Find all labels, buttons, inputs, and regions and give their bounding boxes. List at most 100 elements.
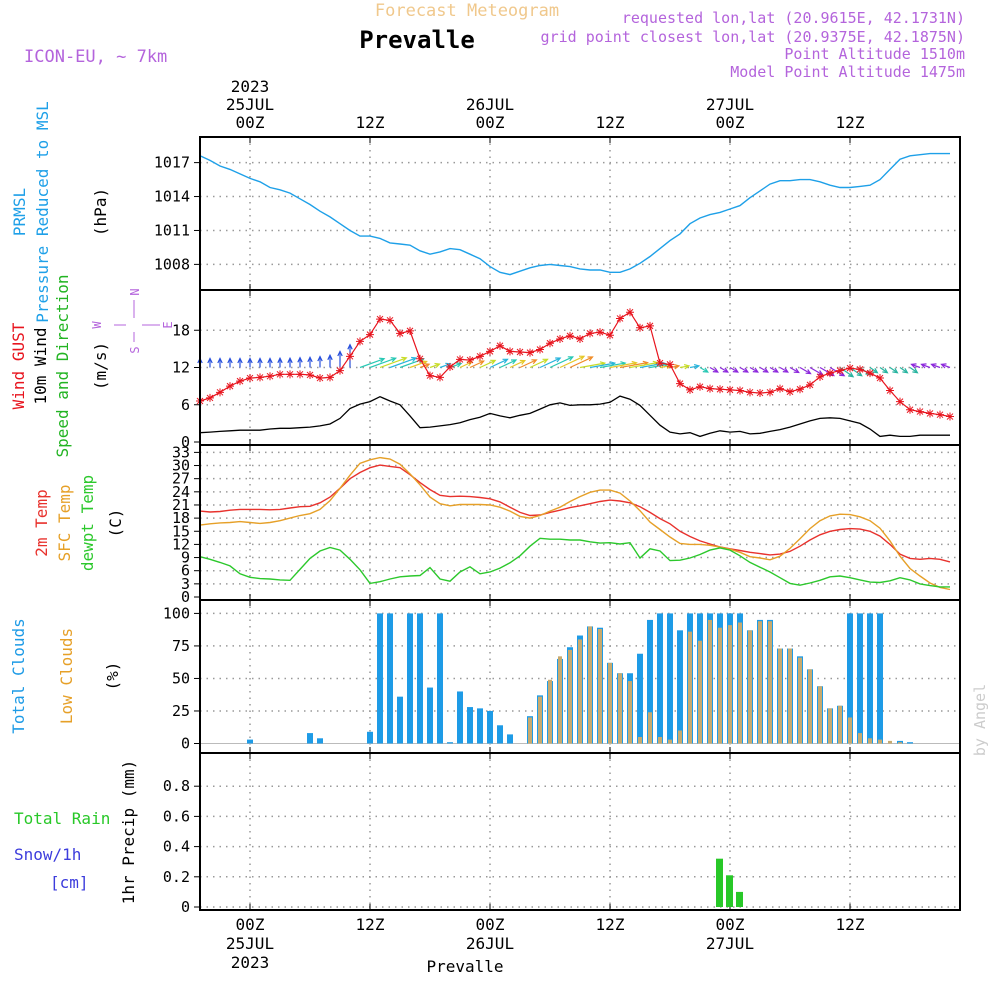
wind-arrow: [519, 359, 537, 369]
wind-arrow-head: [237, 357, 243, 364]
gust-marker: [626, 308, 634, 317]
gust-marker: [776, 384, 784, 393]
gust-marker: [336, 366, 344, 375]
wind-arrow-head: [478, 360, 485, 366]
gust-marker: [206, 393, 214, 402]
total-cloud-bar: [647, 619, 653, 744]
gust-marker: [736, 386, 744, 395]
rain-bar: [716, 858, 723, 907]
wind-arrow-head: [848, 372, 855, 378]
y-tick-label: 0: [181, 588, 190, 606]
top-time-label: 2023: [231, 77, 270, 96]
pressure-unit: (hPa): [91, 188, 110, 236]
gust-marker: [876, 374, 884, 383]
wind-dir-label: Speed and Direction: [53, 274, 72, 457]
wind-arrow-head: [247, 357, 253, 364]
low-cloud-bar: [738, 622, 742, 744]
prmsl-line: [199, 152, 950, 276]
rain-bar: [736, 891, 743, 907]
wind-arrow-head: [307, 356, 313, 363]
y-tick-label: 27: [172, 470, 190, 488]
wind-arrow-head: [702, 367, 710, 373]
gust-marker: [286, 370, 294, 379]
t2m-label: 2m Temp: [32, 489, 51, 556]
gust-marker: [856, 365, 864, 374]
wind-arrow: [579, 362, 605, 369]
snow-label: Snow/1h: [14, 845, 81, 864]
wind-arrow-head: [424, 363, 431, 369]
total-cloud-bar: [247, 739, 253, 744]
total-cloud-bar: [477, 708, 483, 744]
low-cloud-bar: [758, 621, 762, 744]
gust-marker: [676, 379, 684, 388]
gust-marker: [666, 360, 674, 369]
wind-arrow-head: [772, 367, 780, 373]
gust-marker: [306, 370, 314, 379]
wind-arrow-head: [267, 357, 273, 364]
panel-frame: [199, 752, 961, 911]
low-cloud-bar: [838, 705, 842, 744]
top-time-label: 00Z: [236, 113, 265, 132]
y-tick-label: 6: [181, 562, 190, 580]
wind-arrow-head: [910, 363, 917, 369]
wind-arrow: [779, 366, 789, 373]
gust-marker: [756, 388, 764, 397]
watermark: by Angel: [971, 684, 989, 756]
gust-marker: [636, 323, 644, 332]
precip-unit: 1hr Precip (mm): [119, 760, 138, 905]
top-time-label: 12Z: [356, 113, 385, 132]
gust-marker: [616, 314, 624, 323]
wind-arrow-head: [693, 364, 701, 370]
wind-arrow: [509, 360, 526, 369]
wind-arrow-head: [793, 368, 800, 374]
low-cloud-bar: [718, 627, 722, 744]
footer-station: Prevalle: [426, 957, 503, 976]
compass-n: N: [128, 288, 142, 295]
y-tick-label: 33: [172, 443, 190, 461]
y-tick-label: 18: [172, 509, 190, 527]
wind-arrow-head: [805, 369, 812, 375]
gust-marker: [536, 345, 544, 354]
total-cloud-bar: [377, 613, 383, 744]
y-tick-label: 1011: [154, 221, 190, 239]
total-cloud-bar: [677, 630, 683, 744]
gust-marker: [506, 347, 514, 356]
wind-arrow: [359, 358, 385, 369]
precip-panel: Total Rain Snow/1h [cm] 1hr Precip (mm) …: [14, 752, 961, 916]
gust-marker: [246, 374, 254, 383]
gust-marker: [266, 372, 274, 381]
wind10-line: [199, 395, 950, 438]
gust-marker: [696, 382, 704, 391]
gust-marker: [786, 387, 794, 396]
wind-arrow: [599, 362, 626, 369]
total-cloud-bar: [667, 613, 673, 744]
total-cloud-bar: [487, 710, 493, 744]
wind-arrow: [629, 362, 658, 369]
bottom-time-label: 12Z: [596, 915, 625, 934]
total-cloud-label: Total Clouds: [9, 618, 28, 734]
wind-arrow: [769, 366, 779, 373]
total-cloud-bar: [437, 613, 443, 744]
low-cloud-bar: [868, 738, 872, 744]
wind-arrow: [529, 358, 548, 369]
wind-arrow: [479, 359, 496, 369]
gust-marker: [226, 382, 234, 391]
compass-rose: N S E W: [90, 288, 175, 353]
gust-marker: [366, 330, 374, 339]
total-cloud-bar: [447, 742, 453, 744]
y-tick-label: 6: [181, 396, 190, 414]
low-cloud-bar: [598, 629, 602, 744]
cloud-panel: Total Clouds Low Clouds (%) 0 25 50 75 100: [9, 599, 961, 754]
wind-arrow-head: [673, 364, 681, 370]
wind-arrow: [941, 363, 951, 369]
rain-bar: [726, 875, 733, 907]
model-label: ICON-EU, ~ 7km: [24, 47, 167, 67]
low-cloud-bar: [818, 686, 822, 744]
y-tick-label: 1017: [154, 154, 190, 172]
rain-label: Total Rain: [14, 809, 110, 828]
wind-arrow-head: [782, 367, 790, 373]
wind-arrow: [379, 357, 407, 369]
total-cloud-bar: [497, 725, 503, 744]
y-tick-label: 24: [172, 483, 190, 501]
